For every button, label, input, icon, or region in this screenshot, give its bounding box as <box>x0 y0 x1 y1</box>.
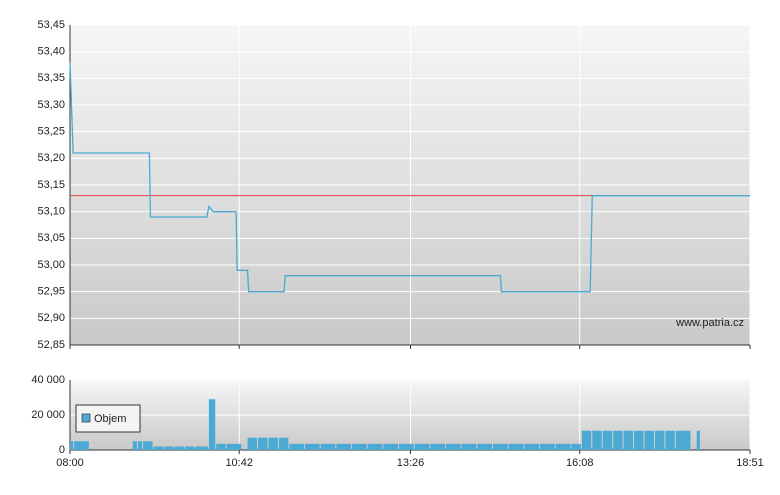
volume-bar <box>352 443 367 450</box>
volume-bar <box>132 441 137 450</box>
volume-bar <box>414 443 430 450</box>
volume-bar <box>137 441 143 450</box>
y-tick-label: 40 000 <box>31 374 65 386</box>
volume-bar <box>320 443 336 450</box>
y-tick-label: 53,00 <box>37 259 65 271</box>
volume-bar <box>446 443 461 450</box>
volume-bar <box>477 443 493 450</box>
volume-bar <box>208 399 216 450</box>
volume-bar <box>70 441 74 450</box>
volume-bar <box>153 446 164 450</box>
volume-bar <box>508 443 524 450</box>
volume-bar <box>493 443 508 450</box>
volume-bar <box>592 430 602 450</box>
volume-bar <box>623 430 634 450</box>
y-tick-label: 0 <box>59 444 65 456</box>
volume-bar <box>555 443 571 450</box>
volume-bar <box>665 430 675 450</box>
y-tick-label: 52,85 <box>37 339 65 351</box>
y-tick-label: 53,40 <box>37 46 65 58</box>
watermark: www.patria.cz <box>675 317 744 329</box>
volume-bar <box>184 446 195 450</box>
volume-bar <box>654 430 665 450</box>
volume-bar <box>258 437 268 450</box>
volume-bar <box>216 443 226 450</box>
volume-bar <box>581 430 592 450</box>
volume-bar <box>675 430 691 450</box>
y-tick-label: 53,10 <box>37 206 65 218</box>
volume-bar <box>195 446 208 450</box>
x-tick-label: 16:08 <box>566 457 594 469</box>
y-tick-label: 53,45 <box>37 19 65 31</box>
legend-swatch <box>81 413 91 423</box>
volume-bar <box>571 443 581 450</box>
volume-bar <box>696 430 700 450</box>
y-tick-label: 52,95 <box>37 286 65 298</box>
volume-bar <box>524 443 540 450</box>
volume-bar <box>383 443 399 450</box>
volume-bar <box>247 437 258 450</box>
volume-bar <box>336 443 352 450</box>
volume-bar <box>289 443 305 450</box>
x-tick-label: 08:00 <box>56 457 84 469</box>
volume-bar <box>613 430 623 450</box>
volume-bar <box>74 441 89 450</box>
volume-bar <box>174 446 184 450</box>
volume-bar <box>367 443 383 450</box>
volume-bar <box>634 430 644 450</box>
legend-label: Objem <box>94 413 126 425</box>
volume-bar <box>278 437 289 450</box>
volume-bar <box>164 446 174 450</box>
volume-bar <box>644 430 654 450</box>
y-tick-label: 20 000 <box>31 409 65 421</box>
x-tick-label: 18:51 <box>736 457 764 469</box>
volume-bar <box>399 443 414 450</box>
y-tick-label: 53,30 <box>37 99 65 111</box>
price-line <box>69 62 750 293</box>
y-tick-label: 53,35 <box>37 72 65 84</box>
volume-bar <box>461 443 477 450</box>
volume-bar <box>226 443 242 450</box>
volume-bar <box>602 430 613 450</box>
y-tick-label: 52,90 <box>37 312 65 324</box>
volume-bar <box>305 443 320 450</box>
volume-bar <box>430 443 446 450</box>
y-tick-label: 53,05 <box>37 232 65 244</box>
y-tick-label: 53,20 <box>37 152 65 164</box>
y-tick-label: 53,25 <box>37 126 65 138</box>
x-tick-label: 13:26 <box>397 457 425 469</box>
volume-bar <box>268 437 278 450</box>
volume-bar <box>143 441 153 450</box>
volume-bar <box>540 443 555 450</box>
x-tick-label: 10:42 <box>225 457 253 469</box>
y-tick-label: 53,15 <box>37 179 65 191</box>
